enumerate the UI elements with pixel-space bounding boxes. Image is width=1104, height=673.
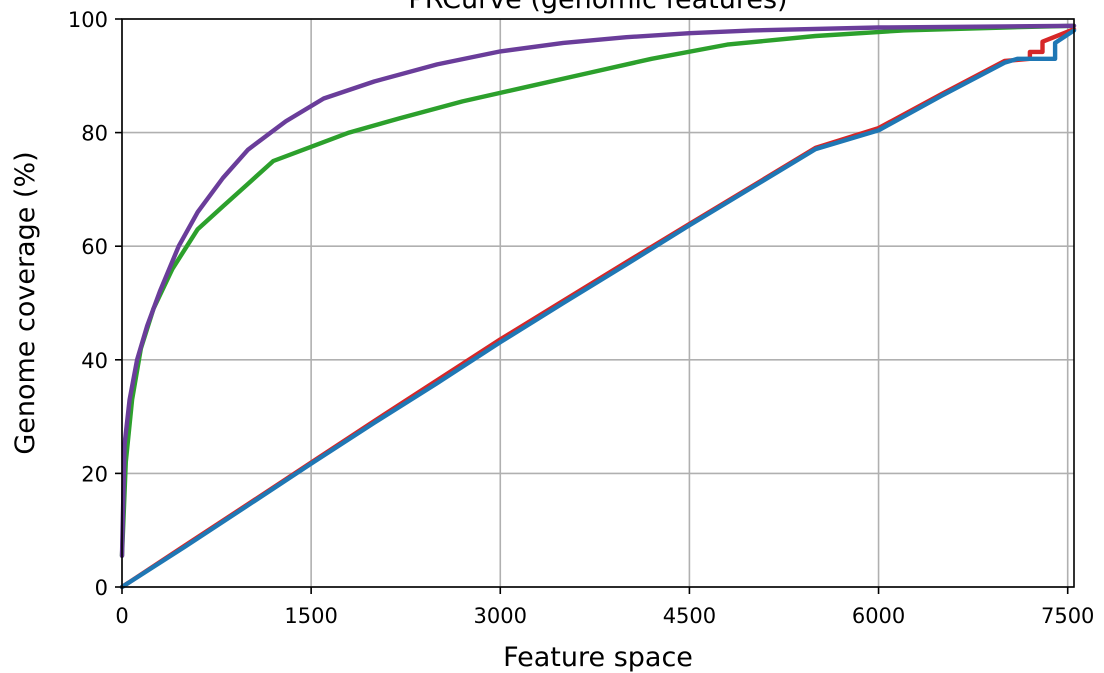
series-lines xyxy=(119,23,1077,590)
plot-frame xyxy=(121,18,1075,588)
series-line xyxy=(119,28,1077,590)
x-tick-label: 1500 xyxy=(284,604,337,628)
grid-lines xyxy=(121,18,1074,588)
x-tick-label: 3000 xyxy=(474,604,527,628)
x-axis-label: Feature space xyxy=(503,642,693,673)
x-tick-label: 7500 xyxy=(1041,604,1094,628)
y-tick-label: 0 xyxy=(95,576,108,600)
chart-title: PRCurve (genomic features) xyxy=(408,0,787,15)
series-line xyxy=(119,27,1077,590)
series-line xyxy=(119,23,1077,558)
series-line xyxy=(119,23,1077,558)
x-tick-label: 0 xyxy=(115,604,128,628)
y-tick-label: 20 xyxy=(81,462,108,486)
axes: 0 1500 3000 4500 6000 7500 0 20 40 60 80 100 xyxy=(68,8,1095,628)
x-tick-label: 4500 xyxy=(663,604,716,628)
y-tick-label: 80 xyxy=(81,122,108,146)
y-tick-label: 40 xyxy=(81,349,108,373)
y-tick-label: 60 xyxy=(81,235,108,259)
x-tick-label: 6000 xyxy=(852,604,905,628)
y-axis-label: Genome coverage (%) xyxy=(10,151,41,454)
y-tick-label: 100 xyxy=(68,8,108,32)
